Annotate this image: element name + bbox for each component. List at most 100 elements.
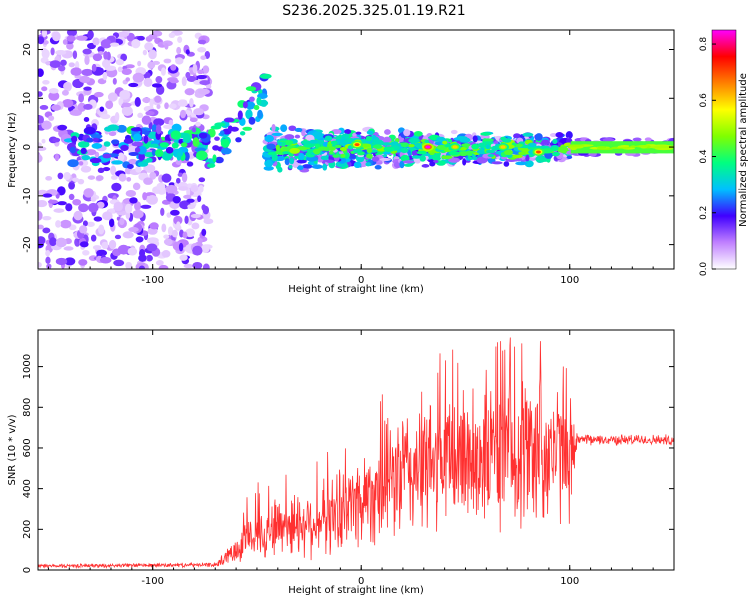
heatmap-cell <box>312 149 321 153</box>
heatmap-cell <box>146 194 158 205</box>
heatmap-cell <box>63 82 71 90</box>
heatmap-cell <box>155 260 164 266</box>
heatmap-cell <box>257 109 263 119</box>
heatmap-cell <box>184 215 189 224</box>
heatmap-cell <box>100 113 111 120</box>
heatmap-cell <box>284 158 290 166</box>
heatmap-cell <box>38 115 44 124</box>
heatmap-cell <box>60 59 67 66</box>
heatmap-cell <box>227 125 233 132</box>
heatmap-cell <box>301 140 312 145</box>
heatmap-cell <box>371 156 380 162</box>
heatmap-cell <box>400 147 409 153</box>
heatmap-cell <box>121 106 133 117</box>
heatmap-cell <box>196 74 208 80</box>
heatmap-cell <box>198 177 206 183</box>
y-tick-label: -10 <box>22 188 33 204</box>
heatmap-cell <box>171 142 179 149</box>
heatmap-cell <box>149 222 159 230</box>
heatmap-cell <box>155 76 163 84</box>
heatmap-cell <box>471 143 480 150</box>
heatmap-cell <box>448 157 460 163</box>
heatmap-cell <box>154 148 164 158</box>
heatmap-cell <box>143 135 149 144</box>
heatmap-cell <box>48 88 59 94</box>
heatmap-cell <box>294 134 301 139</box>
heatmap-cell <box>476 149 485 154</box>
heatmap-cell <box>566 155 573 160</box>
heatmap-cell <box>340 136 346 140</box>
heatmap-cell <box>168 103 177 109</box>
y-tick-label: 0 <box>22 144 33 150</box>
heatmap-cell <box>175 159 182 165</box>
heatmap-cell <box>164 102 169 110</box>
heatmap-cell <box>512 154 523 159</box>
heatmap-cell <box>70 67 82 76</box>
heatmap-cell <box>177 100 188 107</box>
heatmap-cell <box>413 131 423 137</box>
heatmap-cell <box>175 57 184 65</box>
heatmap-cell <box>97 46 105 53</box>
heatmap-cell <box>57 124 68 131</box>
heatmap-cell <box>64 257 76 266</box>
heatmap-cell <box>263 165 274 171</box>
heatmap-cell <box>77 141 90 148</box>
heatmap-cell <box>332 154 340 158</box>
heatmap-cell <box>183 132 191 143</box>
heatmap-cell <box>192 245 203 256</box>
heatmap-cell <box>54 153 60 162</box>
heatmap-cell <box>62 98 74 108</box>
y-tick-label: 10 <box>22 92 33 105</box>
heatmap-cell <box>97 167 105 174</box>
heatmap-cell <box>436 136 446 142</box>
heatmap-cell <box>92 37 100 46</box>
heatmap-cell <box>88 202 99 213</box>
heatmap-cell <box>46 263 52 269</box>
heatmap-cell <box>120 53 128 62</box>
heatmap-cell <box>138 152 146 161</box>
heatmap-cell <box>85 149 97 156</box>
heatmap-cell <box>535 133 543 141</box>
heatmap-cell <box>245 101 256 110</box>
heatmap-cell <box>112 77 117 85</box>
heatmap-cell <box>271 123 276 132</box>
heatmap-cell <box>296 159 307 164</box>
heatmap-cell <box>214 136 220 141</box>
heatmap-cell <box>452 145 458 149</box>
heatmap-cell <box>145 110 155 116</box>
heatmap-cell <box>248 116 256 125</box>
heatmap-cell <box>143 164 156 173</box>
heatmap-cell <box>142 49 148 56</box>
heatmap-cell <box>55 257 68 266</box>
heatmap-cell <box>197 47 207 53</box>
heatmap-cell <box>366 147 373 154</box>
heatmap-cell <box>143 77 153 88</box>
heatmap-cell <box>125 77 131 82</box>
x-tick-label: 100 <box>560 576 579 587</box>
y-tick-label: 20 <box>22 43 33 56</box>
heatmap-cell <box>195 121 201 127</box>
heatmap-cell <box>365 135 373 142</box>
heatmap-cell <box>102 71 108 81</box>
heatmap-cell <box>137 161 149 167</box>
heatmap-cell <box>127 247 138 256</box>
colorbar-tick-label: 0.6 <box>699 93 709 108</box>
heatmap-cell <box>148 33 158 40</box>
heatmap-cell <box>400 154 410 162</box>
heatmap-cell <box>80 147 87 155</box>
heatmap-cell <box>57 172 64 180</box>
heatmap-cell <box>90 234 97 242</box>
heatmap-cell <box>83 188 94 198</box>
heatmap-cell <box>49 237 57 247</box>
heatmap-cell <box>58 65 66 72</box>
heatmap-cell <box>107 92 118 102</box>
heatmap-cell <box>125 64 135 69</box>
heatmap-cell <box>66 30 78 37</box>
heatmap-cell <box>597 146 607 149</box>
heatmap-cell <box>515 161 528 166</box>
heatmap-cell <box>476 156 488 164</box>
heatmap-cell <box>163 124 174 129</box>
heatmap-cell <box>198 185 204 193</box>
heatmap-cell <box>128 82 139 88</box>
